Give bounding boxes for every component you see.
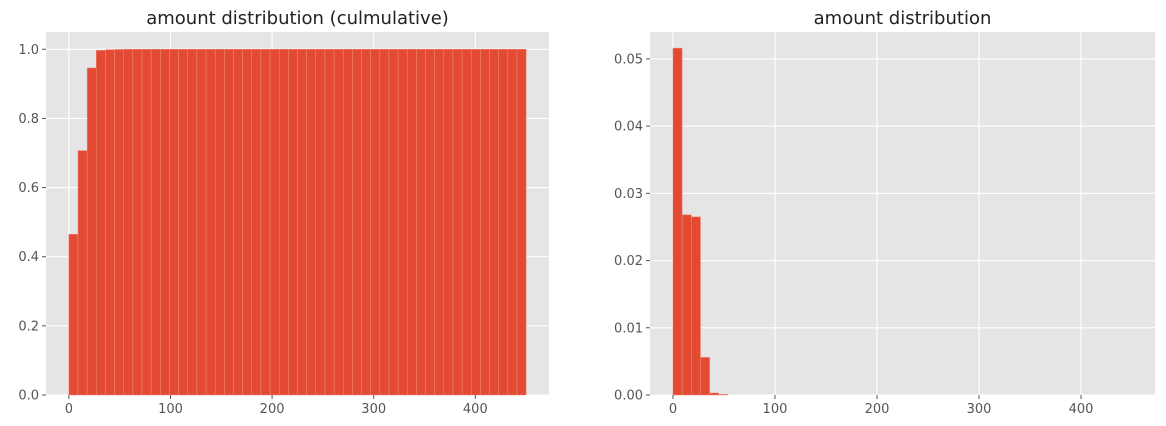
histogram-bar: [516, 49, 527, 396]
y-tick-label: 0.05: [614, 52, 643, 67]
x-tick-label: 400: [463, 402, 488, 417]
histogram-bar: [700, 357, 710, 396]
histogram-bar: [251, 49, 262, 396]
histogram-bar: [288, 49, 298, 396]
x-tick-label: 200: [260, 402, 285, 417]
histogram-bar: [233, 49, 243, 396]
histogram-bar: [68, 233, 79, 396]
histogram-bar: [77, 150, 88, 396]
histogram-bar: [315, 49, 326, 396]
chart-title: amount distribution: [814, 8, 992, 29]
x-tick-label: 100: [158, 402, 183, 417]
histogram-bar: [96, 50, 106, 396]
histogram-bar: [242, 49, 253, 396]
histogram-bar: [416, 49, 426, 396]
histogram-bar: [297, 49, 307, 396]
histogram-bar: [691, 216, 701, 396]
x-tick-label: 400: [1069, 402, 1094, 417]
histogram-bar: [278, 49, 289, 396]
histogram-bar: [86, 67, 97, 396]
histogram-bar: [150, 49, 161, 396]
histogram-bar: [425, 49, 435, 396]
histogram-bar: [461, 49, 472, 396]
cumulative-histogram-panel: 0 100 200 300 400 0.0 0.2 0.4 0.6 0.8 1.0 amount di…: [18, 8, 549, 417]
x-tick-label: 300: [361, 402, 386, 417]
y-tick-label: 0.02: [614, 254, 643, 269]
y-tick-label: 0.00: [614, 389, 643, 404]
histogram-bar: [452, 49, 463, 396]
histogram-bar: [123, 49, 134, 396]
histogram-bar: [498, 49, 509, 396]
histogram-bar: [333, 49, 344, 396]
chart-title: amount distribution (culmulative): [146, 8, 449, 29]
histogram-bar: [160, 49, 170, 396]
histogram-bar: [434, 49, 445, 396]
histogram-bar: [672, 47, 683, 396]
y-tick-label: 0.2: [18, 319, 39, 334]
histogram-bar: [681, 214, 692, 396]
histogram-bar: [205, 49, 216, 396]
histogram-bar: [214, 49, 225, 396]
y-tick-label: 0.8: [18, 112, 39, 127]
y-tick-label: 0.01: [614, 321, 643, 336]
histogram-bar: [269, 49, 280, 396]
histogram-bar: [361, 49, 371, 396]
histogram-bar: [141, 49, 152, 396]
y-tick-label: 0.6: [18, 181, 39, 196]
histogram-bar: [718, 394, 729, 396]
histogram-bar: [379, 49, 390, 396]
histogram-bar: [352, 49, 362, 396]
x-tick-label: 200: [865, 402, 890, 417]
y-tick-label: 0.03: [614, 187, 643, 202]
histogram-bar: [388, 49, 399, 396]
histogram-bar: [489, 49, 499, 396]
histogram-bar: [187, 49, 198, 396]
y-tick-label: 0.0: [18, 389, 39, 404]
histogram-bar: [169, 49, 179, 396]
histogram-bar: [370, 49, 381, 396]
histogram-bar: [709, 392, 720, 396]
x-tick-label: 100: [763, 402, 788, 417]
histogram-bar: [114, 49, 124, 396]
histogram-bar: [105, 49, 115, 396]
histogram-bar: [306, 49, 317, 396]
histogram-bar: [342, 49, 353, 396]
histogram-bar: [507, 49, 518, 396]
histogram-bar: [397, 49, 408, 396]
y-tick-label: 0.04: [614, 120, 643, 135]
x-tick-label: 0: [669, 402, 677, 417]
histogram-bar: [480, 49, 490, 396]
histogram-panel: 0 100 200 300 400 0.00 0.01 0.02 0.03 0.04 0.05 amo…: [614, 8, 1155, 417]
x-tick-label: 300: [967, 402, 992, 417]
histogram-bar: [471, 49, 481, 396]
histogram-bar: [224, 49, 234, 396]
histogram-bar: [196, 49, 207, 396]
histogram-bar: [260, 49, 271, 396]
histogram-bar: [406, 49, 417, 396]
y-tick-label: 1.0: [18, 43, 39, 58]
x-tick-label: 0: [65, 402, 73, 417]
histogram-bar: [178, 49, 189, 396]
plot-area: [650, 32, 1155, 395]
histogram-bar: [443, 49, 454, 396]
histogram-bar: [324, 49, 335, 396]
histogram-bar: [132, 49, 143, 396]
y-tick-label: 0.4: [18, 250, 39, 265]
